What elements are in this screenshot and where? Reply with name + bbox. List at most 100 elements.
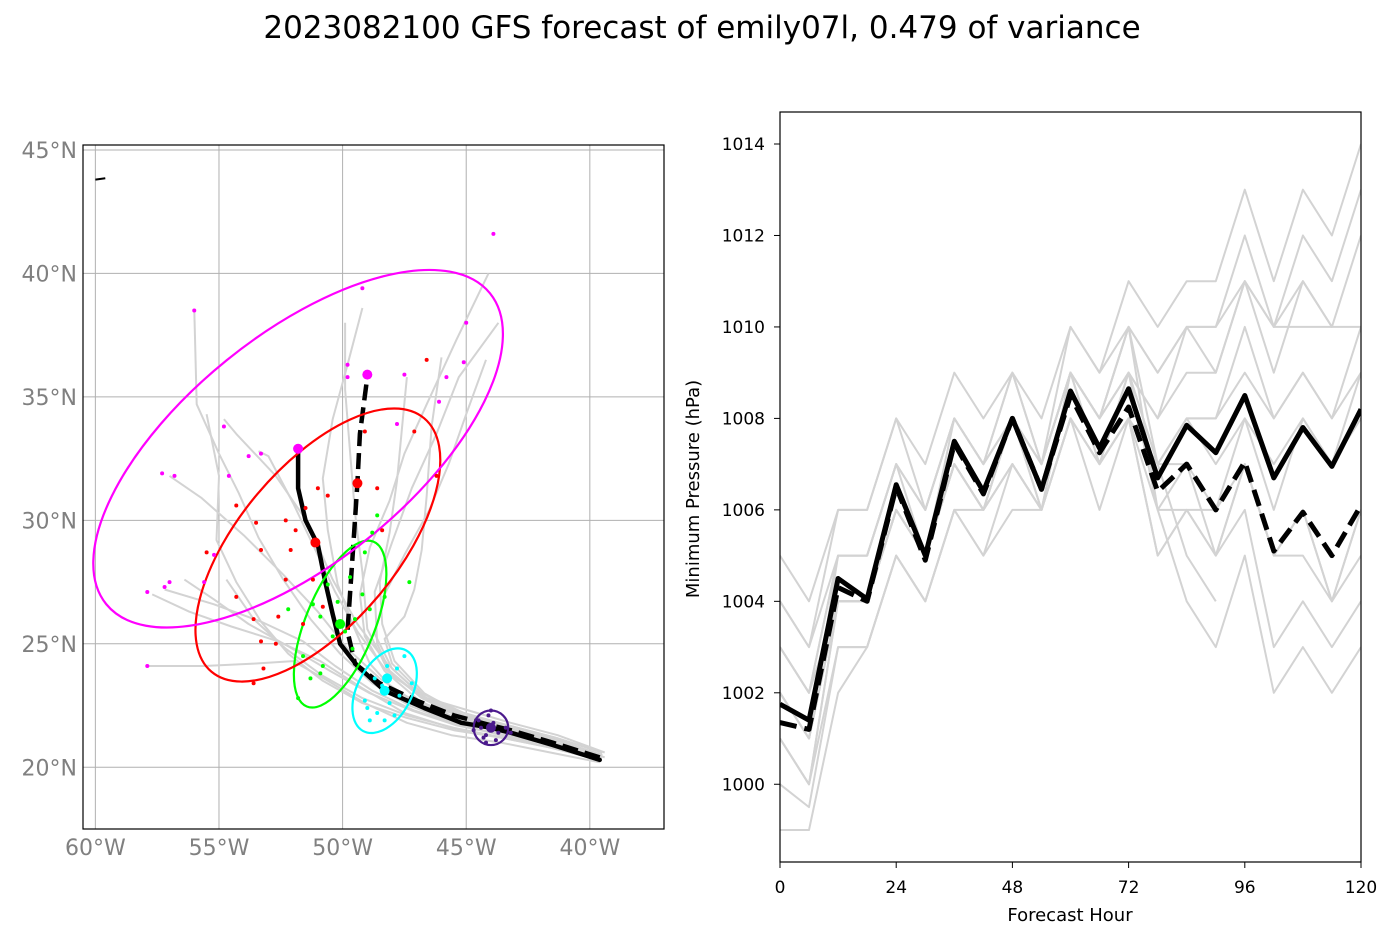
track-map-panel: 60°W 55°W 50°W 45°W 40°W 20°N 25°N 30°N 35°N 40°… <box>22 139 665 861</box>
map-y-tick-label: 30°N <box>22 509 77 534</box>
day4-member-point <box>310 577 315 582</box>
day5-mean-marker <box>293 443 304 454</box>
day3-member-point <box>382 594 387 599</box>
map-x-tick-label: 50°W <box>312 836 373 861</box>
map-x-tick-label: 55°W <box>189 836 250 861</box>
ensemble-pressure-line <box>780 371 1361 786</box>
day3-member-point <box>330 634 335 639</box>
day3-member-point <box>350 646 355 651</box>
day4-member-point <box>251 617 256 622</box>
day5-member-point <box>360 286 365 291</box>
ensemble-track-line <box>205 414 600 761</box>
day4-member-point <box>234 503 239 508</box>
day4-member-point <box>261 666 266 671</box>
ensemble-track-line <box>183 578 603 759</box>
pressure-y-tick-label: 1014 <box>722 135 765 155</box>
pressure-x-tick-label: 96 <box>1234 878 1256 898</box>
day3-ellipse <box>292 539 388 709</box>
map-x-axis: 60°W 55°W 50°W 45°W 40°W <box>65 836 620 861</box>
day1-member-point <box>493 738 498 743</box>
map-gridlines <box>83 145 664 829</box>
day5-member-point <box>345 362 350 367</box>
mean-track-solid <box>295 446 602 763</box>
ensemble-pressure-lines <box>780 143 1361 831</box>
day4-member-point <box>380 528 385 533</box>
day5-member-point <box>172 473 177 478</box>
day2-member-point <box>397 693 402 698</box>
day4-member-point <box>320 604 325 609</box>
pressure-panel: 0 24 48 72 96 120 1000 1002 1004 1006 1008 1010 101… <box>683 111 1377 926</box>
pressure-y-tick-label: 1006 <box>722 501 765 521</box>
mean-tracks <box>95 177 602 763</box>
day3-member-point <box>360 592 365 597</box>
day5-member-point <box>145 589 150 594</box>
day1-member-point <box>488 708 493 713</box>
day5-member-point <box>402 372 407 377</box>
pressure-y-tick-label: 1002 <box>722 684 765 704</box>
day4-member-point <box>254 520 259 525</box>
day4-member-point <box>204 550 209 555</box>
day2-member-point <box>387 701 392 706</box>
day3-member-point <box>367 607 372 612</box>
day2-member-point <box>402 654 407 659</box>
day5-member-point <box>192 308 197 313</box>
day4-member-point <box>375 486 380 491</box>
day5-member-point <box>394 422 399 427</box>
pressure-y-axis: 1000 1002 1004 1006 1008 1010 1012 1014 <box>722 135 780 795</box>
day3-member-point <box>296 696 301 701</box>
ensemble-tracks <box>147 272 606 764</box>
day4-member-point <box>273 641 278 646</box>
ensemble-pressure-line <box>780 371 1361 786</box>
pressure-y-tick-label: 1010 <box>722 318 765 338</box>
day4-mean-marker <box>352 478 363 489</box>
ensemble-pressure-line <box>780 417 1361 831</box>
pressure-x-tick-label: 120 <box>1345 878 1377 898</box>
day4-member-point <box>259 547 264 552</box>
day1-member-point <box>508 730 513 735</box>
map-x-tick-label: 40°W <box>559 836 620 861</box>
ensemble-track-line <box>373 359 603 756</box>
day3-member-point <box>362 550 367 555</box>
day1-member-point <box>496 730 501 735</box>
day4-member-point <box>251 681 256 686</box>
day4-member-point <box>234 594 239 599</box>
stray-track-fragment <box>95 177 106 181</box>
day4-member-point <box>283 577 288 582</box>
day1-member-point <box>471 728 476 733</box>
map-y-tick-label: 35°N <box>22 386 77 411</box>
day2-member-point <box>362 698 367 703</box>
mean-pressure-lines <box>780 386 1361 732</box>
day1-mean-marker <box>485 722 496 733</box>
pressure-x-axis: 0 24 48 72 96 120 <box>775 862 1377 898</box>
day1-member-point <box>481 735 486 740</box>
day4-member-point <box>315 486 320 491</box>
day3-member-point <box>407 580 412 585</box>
map-y-tick-label: 40°N <box>22 262 77 287</box>
day3-member-point <box>335 599 340 604</box>
day1-member-point <box>476 718 481 723</box>
day4-member-point <box>288 547 293 552</box>
day4-member-point <box>276 614 281 619</box>
pressure-x-tick-label: 72 <box>1118 878 1140 898</box>
day5-member-point <box>145 664 150 669</box>
pressure-y-label: Minimum Pressure (hPa) <box>683 380 704 598</box>
day4-member-point <box>301 622 306 627</box>
day4-member-point <box>303 505 308 510</box>
day5-member-point <box>202 580 207 585</box>
day2-member-point <box>367 718 372 723</box>
day3-member-point <box>318 671 323 676</box>
day3-member-point <box>343 629 348 634</box>
day2-member-point <box>372 676 377 681</box>
day4-member-point <box>412 429 417 434</box>
day1-member-point <box>483 740 488 745</box>
ensemble-pressure-line <box>780 280 1332 649</box>
pressure-y-tick-label: 1008 <box>722 409 765 429</box>
day1-member-point <box>483 733 488 738</box>
day3-mean-marker <box>335 619 346 630</box>
day5-member-point <box>212 552 217 557</box>
day3-member-point <box>301 654 306 659</box>
day4-ellipse <box>194 407 442 683</box>
day1-member-point <box>486 713 491 718</box>
ensemble-pressure-line <box>780 325 1217 740</box>
pressure-x-label: Forecast Hour <box>1007 905 1133 926</box>
